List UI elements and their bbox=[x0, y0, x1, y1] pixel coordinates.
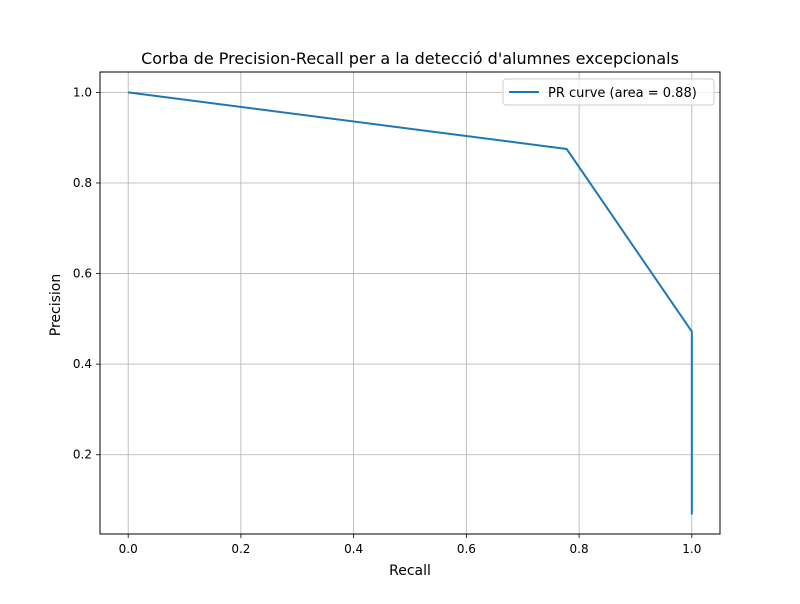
chart-title: Corba de Precision-Recall per a la detec… bbox=[141, 49, 679, 68]
y-tick-label: 0.2 bbox=[73, 448, 92, 462]
pr-curve-line bbox=[128, 91, 693, 515]
x-tick-label: 0.4 bbox=[344, 542, 363, 556]
x-tick-label: 0.6 bbox=[457, 542, 476, 556]
series-layer bbox=[128, 91, 693, 515]
y-tick-label: 0.6 bbox=[73, 267, 92, 281]
plot-frame bbox=[99, 71, 721, 535]
axis-ticks: 0.0 0.2 0.4 0.6 0.8 1.0 0.2 0.4 0.6 0.8 1.0 bbox=[73, 85, 701, 556]
y-axis-label: Precision bbox=[48, 274, 64, 336]
x-axis-label: Recall bbox=[389, 563, 431, 579]
x-tick-label: 0.0 bbox=[119, 542, 138, 556]
legend-label: PR curve (area = 0.88) bbox=[548, 86, 697, 101]
y-tick-label: 0.8 bbox=[73, 176, 92, 190]
y-tick-label: 0.4 bbox=[73, 357, 92, 371]
x-tick-label: 0.2 bbox=[231, 542, 250, 556]
x-tick-label: 0.8 bbox=[570, 542, 589, 556]
x-tick-label: 1.0 bbox=[682, 542, 701, 556]
legend: PR curve (area = 0.88) bbox=[502, 78, 715, 106]
legend-box bbox=[502, 78, 715, 106]
y-tick-label: 1.0 bbox=[73, 85, 92, 99]
